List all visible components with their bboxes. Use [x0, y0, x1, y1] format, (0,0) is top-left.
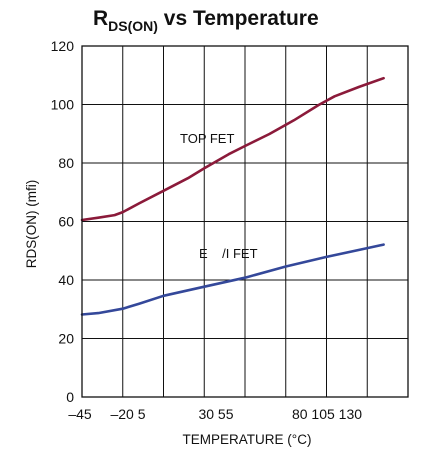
y-axis-label: RDS(ON) (mfi)	[24, 180, 39, 268]
x-tick-label: 80 105 130	[292, 406, 362, 422]
grid	[82, 46, 408, 397]
y-tick-label: 120	[51, 38, 75, 54]
chart-title-subscript: DS(ON)	[108, 18, 158, 34]
y-tick-label: 100	[51, 97, 75, 113]
x-tick-labels: –45 –20 5 30 55 80 105 130	[68, 406, 362, 422]
series-lines	[80, 76, 385, 316]
x-tick-label: –20 5	[110, 406, 145, 422]
series-label-bottom-fet: E /I FET	[199, 246, 258, 261]
y-tick-labels: 0 20 40 60 80 100 120	[51, 38, 75, 405]
chart-title: RDS(ON) vs Temperature	[93, 7, 319, 34]
y-tick-label: 0	[66, 389, 74, 405]
series-label-top-fet: TOP FET	[180, 131, 234, 146]
y-tick-label: 40	[58, 272, 74, 288]
series-line-bottom-fet	[80, 243, 385, 316]
series-line-top-fet	[80, 76, 385, 222]
plot-frame	[81, 45, 409, 398]
y-tick-label: 80	[58, 155, 74, 171]
y-tick-label: 60	[58, 214, 74, 230]
chart-title-rest: vs Temperature	[158, 7, 319, 30]
y-tick-label: 20	[58, 331, 74, 347]
chart-title-main: R	[93, 7, 108, 30]
x-tick-label: –45	[68, 406, 92, 422]
x-tick-label: 30 55	[198, 406, 233, 422]
x-axis-label: TEMPERATURE (°C)	[183, 432, 312, 447]
